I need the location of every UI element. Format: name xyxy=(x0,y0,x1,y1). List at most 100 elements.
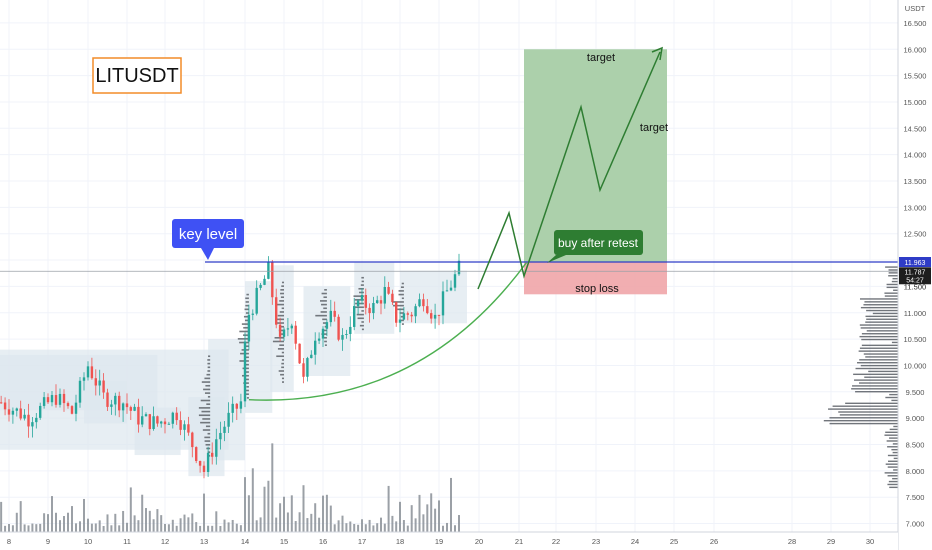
volume-bar xyxy=(306,518,309,532)
y-tick-label: 15.500 xyxy=(904,72,927,81)
volume-bar xyxy=(290,495,293,532)
session-volume-bar xyxy=(888,480,898,483)
volume-profile-bar xyxy=(281,377,284,380)
volume-bar xyxy=(255,520,258,532)
candle-body xyxy=(167,423,171,425)
volume-profile-bar xyxy=(208,355,211,358)
volume-profile-bar xyxy=(207,396,211,398)
volume-bar xyxy=(283,496,285,532)
volume-profile-bar xyxy=(246,293,249,296)
volume-bar xyxy=(325,494,328,532)
volume-profile-bar xyxy=(200,421,211,424)
y-tick-label: 8.000 xyxy=(906,467,925,476)
y-tick-label: 16.500 xyxy=(904,19,927,28)
volume-bar xyxy=(310,513,313,532)
candle-body xyxy=(430,313,433,319)
candle-body xyxy=(129,407,132,411)
volume-bar xyxy=(454,525,456,532)
candle-body xyxy=(152,416,155,430)
range-box xyxy=(270,265,294,392)
candle-body xyxy=(74,402,78,414)
volume-profile-bar xyxy=(203,388,211,391)
candle-body xyxy=(360,295,364,301)
candle-body xyxy=(383,286,386,304)
candle-body xyxy=(314,340,317,355)
volume-bar xyxy=(59,520,61,532)
candle-body xyxy=(368,307,371,314)
candle-body xyxy=(198,460,202,466)
y-tick-label: 7.000 xyxy=(906,520,925,529)
volume-bar xyxy=(211,525,214,532)
session-volume-bar xyxy=(859,335,898,338)
volume-bar xyxy=(387,485,390,532)
candle-body xyxy=(437,314,441,316)
volume-profile-bar xyxy=(244,356,249,359)
volume-bar xyxy=(458,515,460,532)
volume-bar xyxy=(141,494,144,532)
volume-profile-bar xyxy=(246,397,249,399)
y-tick-label: 13.000 xyxy=(904,203,927,212)
volume-bar xyxy=(322,495,324,532)
session-volume-bar xyxy=(860,327,898,329)
session-volume-bar xyxy=(892,443,898,445)
volume-profile-bar xyxy=(322,318,327,321)
volume-bar xyxy=(199,525,202,532)
volume-bar xyxy=(223,519,226,532)
session-volume-bar xyxy=(859,324,898,326)
candle-body xyxy=(3,402,7,410)
session-volume-bar xyxy=(865,356,898,358)
session-volume-bar xyxy=(853,373,898,376)
volume-profile-bar xyxy=(400,286,404,289)
volume-profile-bar xyxy=(324,340,327,343)
candle-body xyxy=(187,424,190,433)
volume-bar xyxy=(47,514,49,532)
volume-profile-bar xyxy=(320,311,327,313)
session-volume-bar xyxy=(859,347,898,349)
candle-body xyxy=(183,424,186,430)
candle-body xyxy=(62,393,66,404)
volume-profile-bar xyxy=(244,308,249,311)
volume-profile-bar xyxy=(400,315,404,318)
volume-profile-bar xyxy=(198,414,211,417)
volume-bar xyxy=(79,521,81,532)
volume-profile-bar xyxy=(281,285,284,287)
candle-body xyxy=(114,395,117,405)
session-volume-bar xyxy=(885,463,898,465)
volume-bar xyxy=(446,522,448,532)
volume-bar xyxy=(357,524,360,532)
volume-profile-bar xyxy=(360,284,364,286)
candle-body xyxy=(102,380,105,393)
volume-profile-bar xyxy=(204,392,211,394)
volume-profile-bar xyxy=(361,321,364,323)
session-volume-bar xyxy=(887,460,898,462)
candle-body xyxy=(0,402,3,404)
session-volume-bar xyxy=(864,301,898,303)
session-volume-bar xyxy=(872,312,898,315)
candle-body xyxy=(333,310,336,317)
volume-profile-bar xyxy=(245,363,249,366)
candle-body xyxy=(294,325,297,344)
volume-bar xyxy=(219,525,222,532)
volume-bar xyxy=(302,485,305,532)
candle-body xyxy=(441,291,445,316)
volume-bar xyxy=(259,517,262,532)
x-tick-label: 21 xyxy=(515,537,523,546)
candle-body xyxy=(418,299,421,307)
volume-profile-bar xyxy=(281,359,284,361)
session-volume-bar xyxy=(858,350,898,352)
candle-body xyxy=(353,306,356,327)
volume-bar xyxy=(414,518,417,532)
volume-profile-bar xyxy=(207,359,211,361)
volume-bar xyxy=(75,523,77,532)
volume-bar xyxy=(314,503,317,532)
volume-profile-bar xyxy=(278,370,284,372)
volume-profile-bar xyxy=(205,425,211,428)
session-volume-bar xyxy=(889,437,898,439)
volume-profile-bar xyxy=(361,276,364,279)
volume-profile-bar xyxy=(281,307,284,310)
session-volume-bar xyxy=(892,451,898,454)
volume-profile-bar xyxy=(207,432,211,435)
candle-body xyxy=(376,300,379,303)
volume-profile-bar xyxy=(245,345,249,348)
